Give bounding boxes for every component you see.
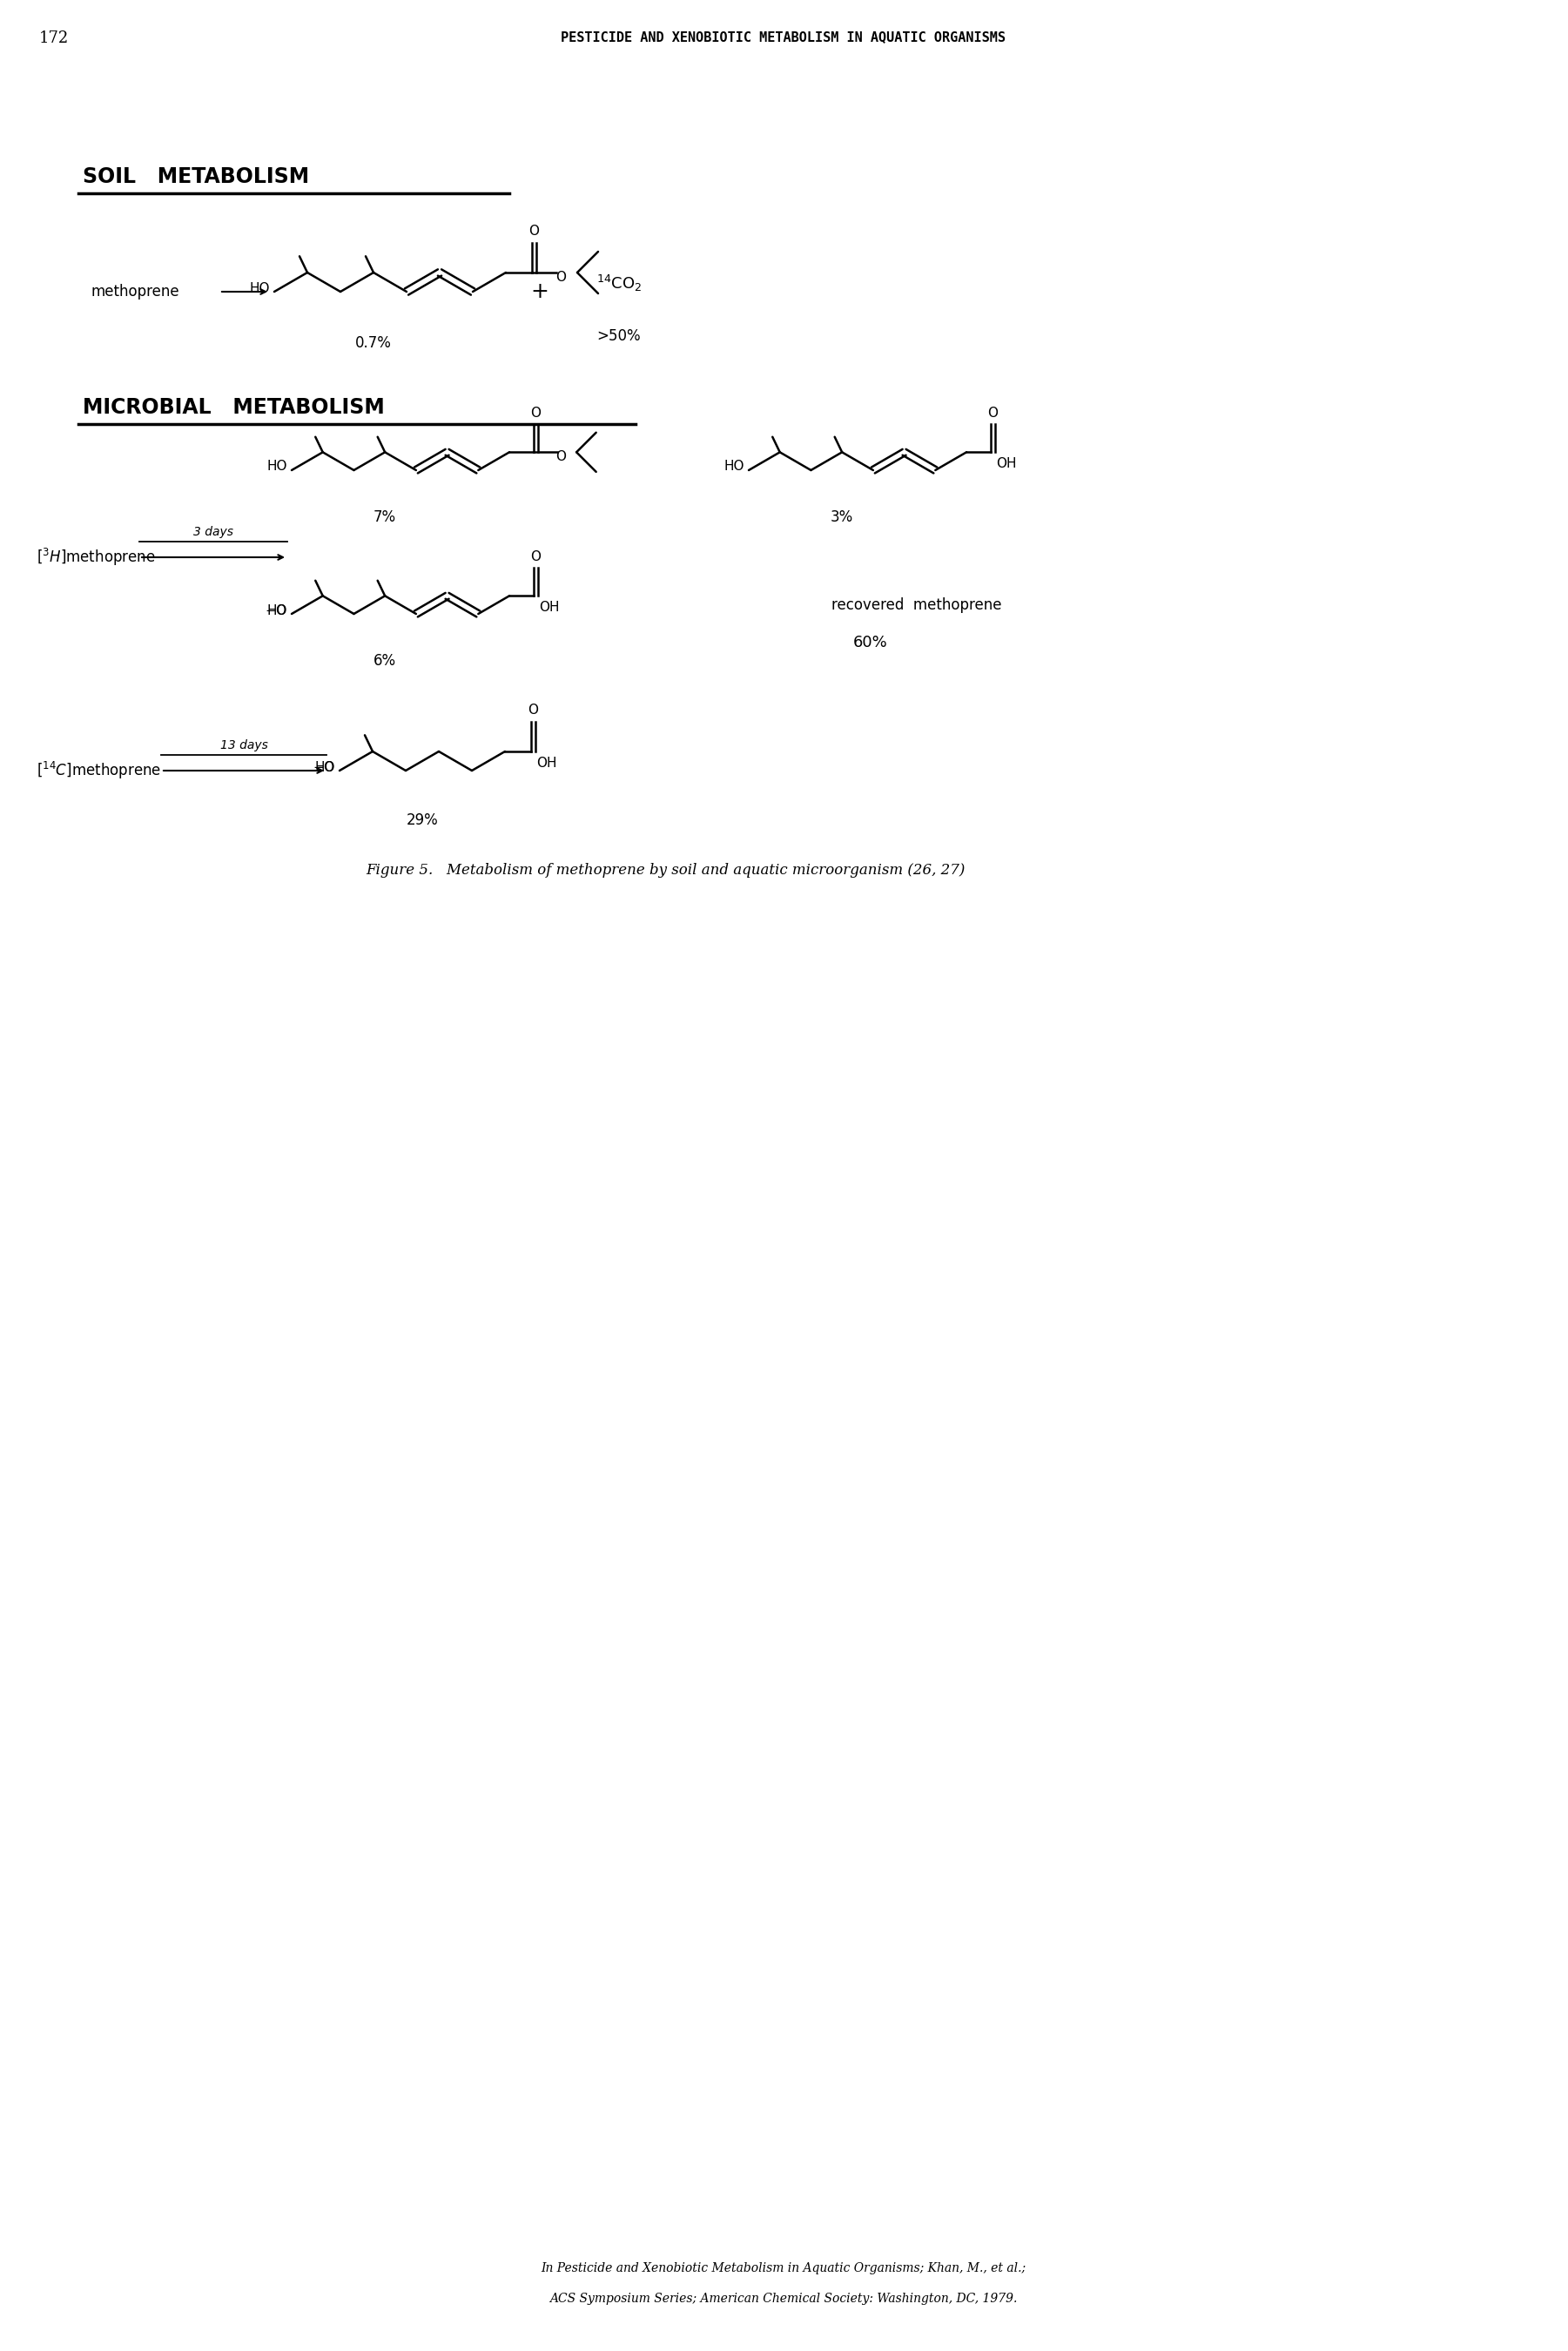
Text: 172: 172 bbox=[39, 31, 69, 47]
Text: Figure 5.   Metabolism of methoprene by soil and aquatic microorganism (26, 27): Figure 5. Metabolism of methoprene by so… bbox=[365, 863, 964, 879]
Text: 13 days: 13 days bbox=[220, 738, 268, 752]
Text: MICROBIAL   METABOLISM: MICROBIAL METABOLISM bbox=[83, 397, 384, 418]
Text: OH: OH bbox=[996, 456, 1016, 470]
Text: 3 days: 3 days bbox=[193, 527, 234, 538]
Text: 60%: 60% bbox=[853, 635, 887, 651]
Text: recovered  methoprene: recovered methoprene bbox=[831, 597, 1002, 614]
Text: SOIL   METABOLISM: SOIL METABOLISM bbox=[83, 167, 309, 188]
Text: PESTICIDE AND XENOBIOTIC METABOLISM IN AQUATIC ORGANISMS: PESTICIDE AND XENOBIOTIC METABOLISM IN A… bbox=[561, 31, 1007, 45]
Text: HO: HO bbox=[267, 604, 287, 616]
Text: $-$O: $-$O bbox=[265, 604, 287, 618]
Text: O: O bbox=[988, 407, 999, 418]
Text: OH: OH bbox=[539, 602, 560, 614]
Text: 3%: 3% bbox=[831, 510, 853, 524]
Text: In Pesticide and Xenobiotic Metabolism in Aquatic Organisms; Khan, M., et al.;: In Pesticide and Xenobiotic Metabolism i… bbox=[541, 2262, 1025, 2273]
Text: 29%: 29% bbox=[406, 813, 437, 828]
Text: $-$O: $-$O bbox=[312, 759, 336, 773]
Text: O: O bbox=[530, 550, 541, 564]
Text: OH: OH bbox=[536, 757, 557, 769]
Text: methoprene: methoprene bbox=[91, 284, 180, 299]
Text: ACS Symposium Series; American Chemical Society: Washington, DC, 1979.: ACS Symposium Series; American Chemical … bbox=[550, 2292, 1018, 2304]
Text: HO: HO bbox=[267, 461, 287, 473]
Text: $[^{14}C]$methoprene: $[^{14}C]$methoprene bbox=[36, 759, 162, 781]
Text: O: O bbox=[555, 270, 566, 284]
Text: $[^3H]$methoprene: $[^3H]$methoprene bbox=[36, 548, 155, 569]
Text: HO: HO bbox=[315, 762, 336, 773]
Text: HO: HO bbox=[724, 461, 745, 473]
Text: O: O bbox=[528, 703, 538, 717]
Text: O: O bbox=[557, 449, 566, 463]
Text: 7%: 7% bbox=[373, 510, 397, 524]
Text: >50%: >50% bbox=[596, 329, 640, 343]
Text: 6%: 6% bbox=[373, 654, 397, 668]
Text: 0.7%: 0.7% bbox=[356, 336, 392, 350]
Text: $^{14}$CO$_2$: $^{14}$CO$_2$ bbox=[596, 273, 641, 294]
Text: O: O bbox=[528, 226, 539, 237]
Text: O: O bbox=[530, 407, 541, 418]
Text: +: + bbox=[530, 282, 549, 303]
Text: HO: HO bbox=[249, 282, 270, 294]
